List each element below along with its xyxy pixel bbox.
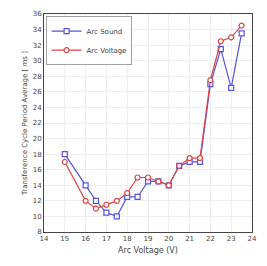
svg-text:36: 36	[33, 10, 42, 18]
svg-text:18: 18	[123, 235, 132, 243]
svg-text:14: 14	[33, 182, 42, 190]
svg-text:16: 16	[81, 235, 90, 243]
svg-text:14: 14	[40, 235, 49, 243]
svg-text:16: 16	[33, 166, 42, 174]
svg-text:Transference Cycle Period Aver: Transference Cycle Period Average [ ms ]	[21, 51, 29, 196]
svg-text:17: 17	[102, 235, 111, 243]
svg-text:Arc Voltage: Arc Voltage	[87, 47, 127, 55]
svg-text:30: 30	[33, 57, 42, 65]
svg-text:15: 15	[60, 235, 69, 243]
svg-text:28: 28	[33, 73, 42, 81]
svg-text:24: 24	[248, 235, 257, 243]
svg-text:8: 8	[37, 228, 41, 236]
svg-text:Arc Sound: Arc Sound	[87, 28, 123, 36]
svg-text:26: 26	[33, 88, 42, 96]
svg-text:10: 10	[33, 213, 42, 221]
svg-text:34: 34	[33, 26, 42, 34]
svg-text:24: 24	[33, 104, 42, 112]
svg-text:18: 18	[33, 151, 42, 159]
svg-text:21: 21	[185, 235, 194, 243]
svg-text:19: 19	[144, 235, 153, 243]
svg-text:22: 22	[206, 235, 215, 243]
svg-text:20: 20	[164, 235, 173, 243]
svg-text:20: 20	[33, 135, 42, 143]
svg-text:23: 23	[227, 235, 236, 243]
svg-text:22: 22	[33, 119, 42, 127]
svg-text:32: 32	[33, 42, 42, 50]
svg-text:12: 12	[33, 197, 42, 205]
svg-text:Arc Voltage (V): Arc Voltage (V)	[118, 246, 178, 255]
